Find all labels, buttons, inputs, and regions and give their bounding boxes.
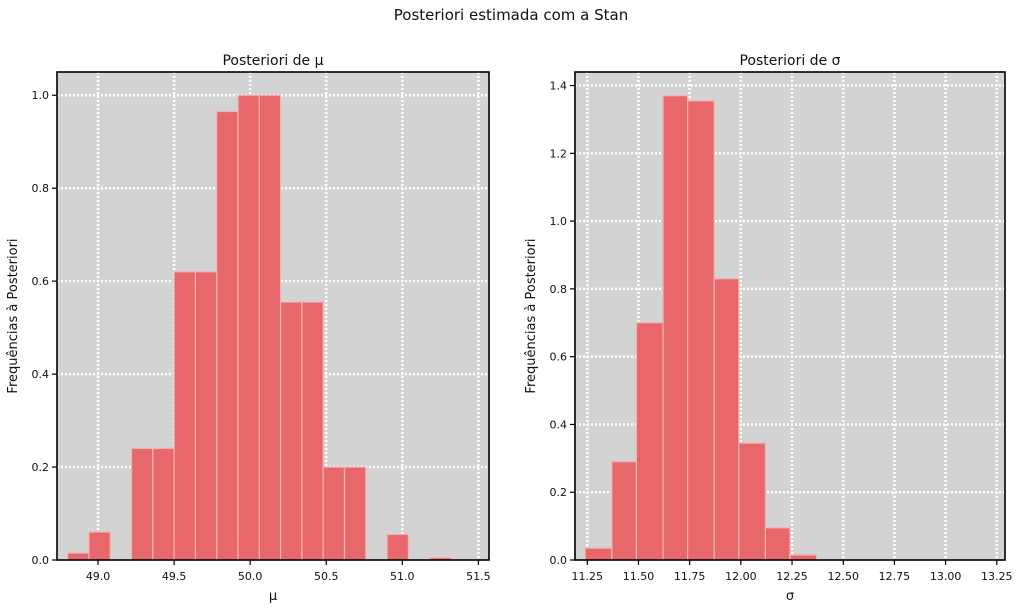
y-tick-label: 0.6 [32,275,50,288]
x-tick-label: 11.25 [572,570,604,583]
y-tick-label: 0.0 [550,554,568,567]
bar-sigma-0 [584,547,613,561]
panel-title: Posteriori de σ [739,53,840,69]
figure-title: Posteriori estimada com a Stan [393,6,629,24]
y-tick-label: 0.6 [550,351,568,364]
bar-mu-4 [152,447,175,561]
bar-mu-3 [130,447,154,561]
x-tick-label: 11.50 [623,570,655,583]
bar-mu-0 [67,552,90,561]
y-tick-label: 0.4 [550,418,568,431]
bar-mu-7 [216,110,239,561]
x-tick-label: 13.25 [981,570,1013,583]
x-tick-label: 12.25 [776,570,808,583]
bar-mu-1 [88,531,111,561]
y-tick-label: 0.0 [32,554,50,567]
x-tick-label: 51.0 [390,570,415,583]
bar-sigma-4 [687,100,715,561]
axes-frame [574,71,1006,561]
bar-mu-12 [322,466,346,561]
bar-mu-9 [258,94,282,561]
bar-mu-10 [280,301,303,561]
bar-sigma-2 [635,322,664,561]
x-tick-label: 12.00 [725,570,757,583]
x-axis-label: σ [786,589,794,604]
panel-sigma: 11.25 11.50 11.75 12.00 12.25 12.50 12.75 13.00… [524,53,1013,604]
y-axis-label: Frequências à Posteriori [6,238,21,393]
y-tick-label: 1.4 [550,80,568,93]
x-axis-label: μ [269,589,277,604]
bar-sigma-1 [611,461,638,561]
bar-mu-6 [194,271,218,561]
bar-sigma-6 [738,442,767,561]
bar-mu-8 [237,94,260,561]
bar-sigma-3 [662,95,689,561]
bar-mu-13 [343,466,367,561]
x-tick-label: 49.5 [162,570,187,583]
axes-frame [56,71,490,561]
bar-sigma-7 [764,527,791,561]
y-tick-label: 0.4 [32,368,50,381]
bar-mu-5 [173,271,197,561]
y-tick-label: 1.0 [32,89,50,102]
bar-sigma-5 [713,278,740,561]
bar-mu-15 [386,533,409,561]
y-axis-label: Frequências à Posteriori [524,238,539,393]
x-tick-label: 50.0 [238,570,263,583]
x-tick-label: 50.5 [314,570,339,583]
x-tick-label: 12.75 [879,570,911,583]
y-tick-label: 0.2 [32,461,50,474]
x-tick-label: 13.00 [930,570,962,583]
panel-mu: 49.0 49.5 50.0 50.5 51.0 51.5 0.0 0.2 0.4 0.6 0.8 1… [6,53,491,604]
y-tick-label: 0.8 [32,182,50,195]
x-tick-label: 49.0 [86,570,111,583]
bar-mu-11 [301,301,324,561]
y-tick-label: 0.8 [550,283,568,296]
y-tick-label: 0.2 [550,486,568,499]
y-tick-label: 1.2 [550,147,568,160]
x-tick-label: 11.75 [674,570,706,583]
x-tick-label: 12.50 [827,570,859,583]
y-tick-label: 1.0 [550,215,568,228]
panel-title: Posteriori de μ [222,53,323,69]
x-tick-label: 51.5 [466,570,491,583]
